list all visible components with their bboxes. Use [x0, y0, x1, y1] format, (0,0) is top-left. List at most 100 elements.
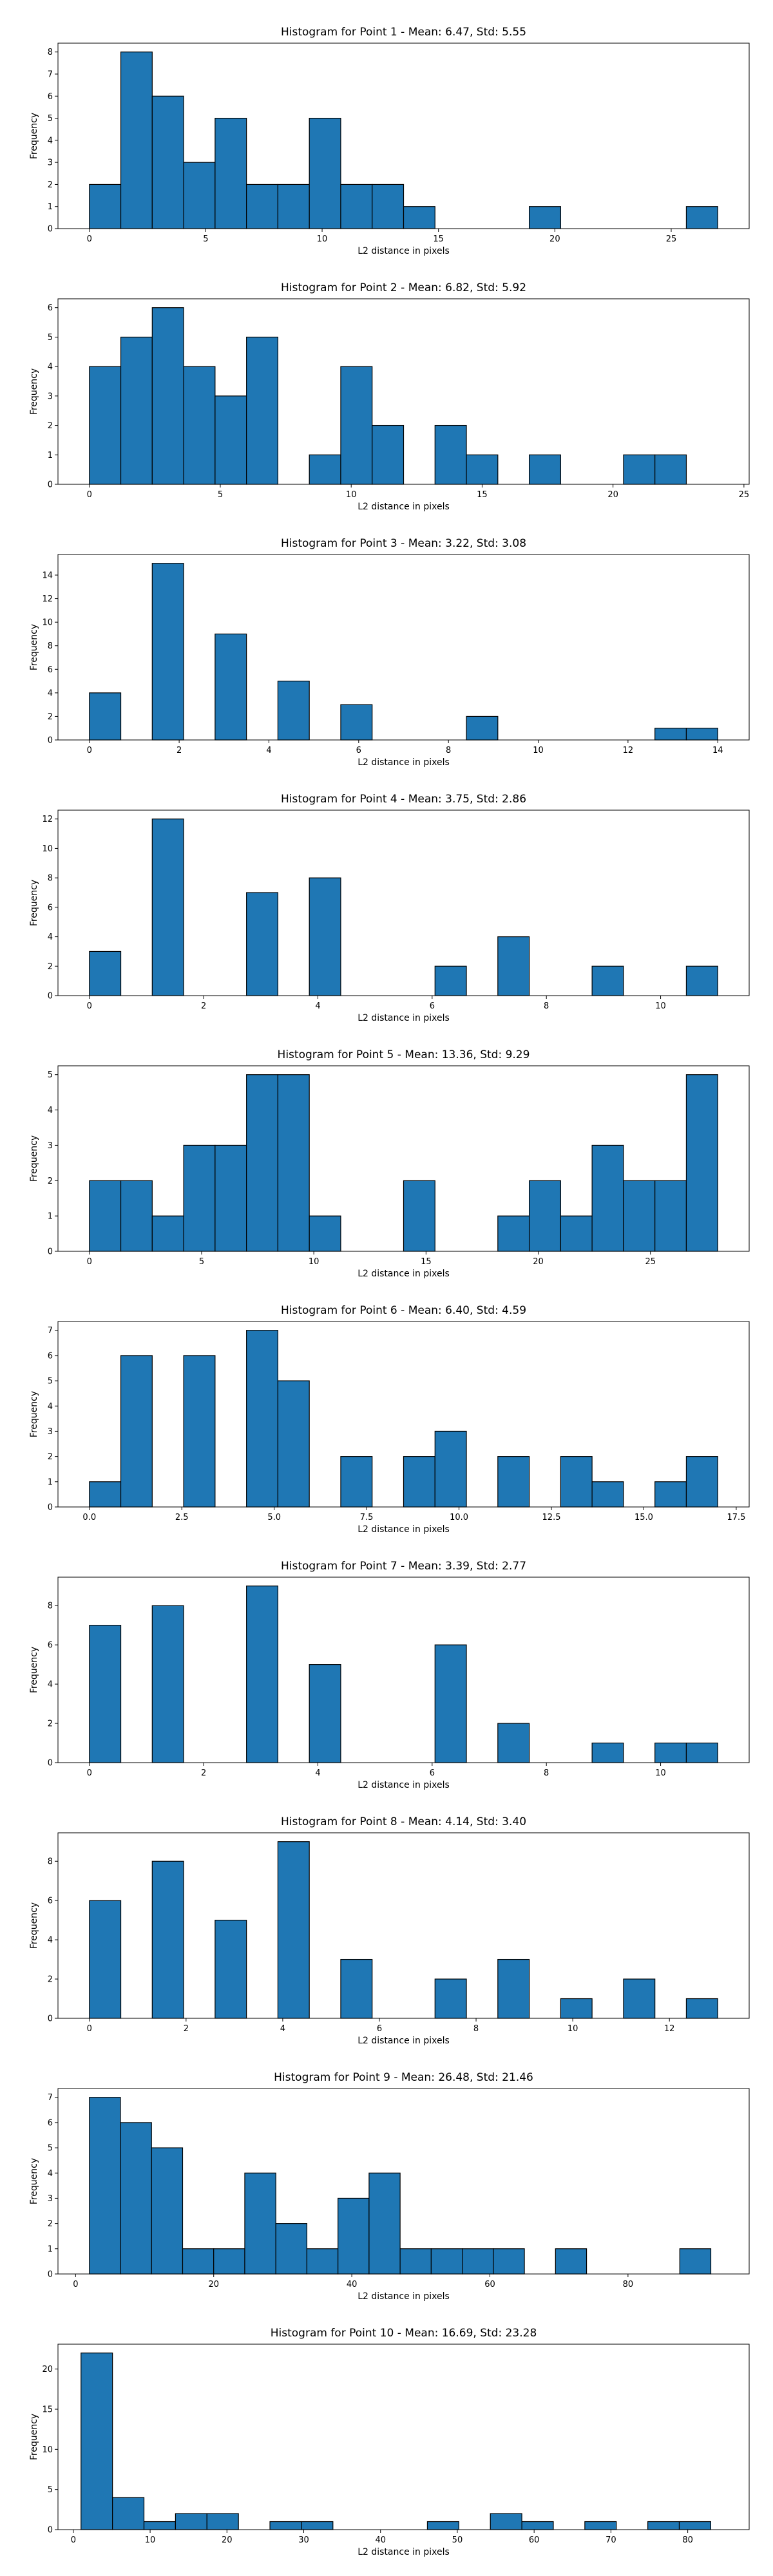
x-tick-label: 2 — [201, 1001, 206, 1011]
x-tick-label: 20 — [533, 1257, 544, 1267]
histogram-bar — [215, 1144, 247, 1252]
x-tick-label: 10 — [309, 1257, 320, 1267]
y-tick-label: 2 — [48, 962, 53, 972]
y-tick-label: 3 — [48, 392, 53, 401]
histogram-bar — [309, 1215, 341, 1252]
histogram-bar — [182, 2248, 215, 2275]
histogram-bar — [246, 184, 279, 229]
y-tick-label: 2 — [48, 1452, 53, 1462]
histogram-bar — [81, 2353, 113, 2530]
y-tick-label: 4 — [48, 1106, 53, 1115]
histogram-bar — [89, 184, 122, 229]
x-tick-label: 20 — [208, 2280, 219, 2289]
x-tick-label: 25 — [645, 1257, 656, 1267]
histogram-bar — [623, 454, 656, 485]
y-tick-label: 10 — [42, 2445, 53, 2455]
x-tick-label: 10 — [655, 1768, 666, 1778]
histogram-bar — [591, 1144, 624, 1252]
histogram-bar — [306, 2248, 339, 2275]
histogram-bar — [434, 424, 467, 485]
histogram-bar — [246, 336, 279, 485]
histogram-bar — [372, 184, 405, 229]
histogram-bar — [654, 454, 687, 485]
x-tick-label: 10.0 — [450, 1513, 468, 1522]
x-tick-label: 0.0 — [82, 1513, 96, 1522]
histogram-panel-8: Histogram for Point 8 - Mean: 4.14, Std:… — [29, 1815, 750, 2046]
x-tick-label: 80 — [623, 2280, 634, 2289]
y-tick-label: 4 — [48, 1402, 53, 1412]
histogram-bar — [151, 95, 184, 229]
histogram-panel-1: Histogram for Point 1 - Mean: 6.47, Std:… — [29, 26, 750, 256]
histogram-bar — [654, 1481, 687, 1508]
y-tick-label: 6 — [48, 1641, 53, 1651]
histogram-bar — [466, 715, 499, 741]
x-axis-label: L2 distance in pixels — [358, 502, 450, 512]
plot-frame — [57, 1832, 750, 2019]
plot-frame — [57, 554, 750, 741]
y-tick-label: 10 — [42, 844, 53, 854]
histogram-bar — [120, 336, 153, 485]
x-tick-label: 5 — [203, 234, 208, 244]
y-tick-label: 1 — [48, 2244, 53, 2254]
histogram-bar — [497, 1456, 530, 1508]
histogram-bar — [151, 2147, 184, 2275]
histogram-bar — [151, 1215, 184, 1252]
histogram-bar — [151, 1861, 184, 2019]
histogram-bar — [685, 1456, 718, 1508]
histogram-bar — [89, 692, 122, 741]
histogram-bar — [340, 184, 373, 229]
histogram-bar — [215, 117, 247, 229]
histogram-bar — [623, 1978, 656, 2019]
x-tick-label: 30 — [298, 2535, 309, 2545]
x-tick-label: 80 — [682, 2535, 693, 2545]
x-tick-label: 25 — [666, 234, 677, 244]
histogram-panel-6: Histogram for Point 6 - Mean: 6.40, Std:… — [29, 1304, 750, 1535]
x-tick-label: 15.0 — [635, 1513, 653, 1522]
histogram-bar — [246, 1074, 279, 1252]
x-tick-label: 7.5 — [360, 1513, 374, 1522]
plot-frame — [57, 2088, 750, 2275]
y-tick-label: 2 — [48, 2219, 53, 2229]
y-tick-label: 6 — [48, 903, 53, 913]
histogram-bar — [183, 1144, 216, 1252]
y-tick-label: 4 — [48, 136, 53, 146]
y-tick-label: 0 — [48, 1503, 53, 1513]
histogram-bar — [269, 2521, 302, 2530]
y-tick-label: 2 — [48, 1719, 53, 1729]
x-tick-label: 20 — [222, 2535, 233, 2545]
histogram-bar — [340, 1456, 373, 1508]
x-axis-label: L2 distance in pixels — [358, 1780, 450, 1790]
histogram-bar — [430, 2248, 463, 2275]
histogram-bar — [340, 1958, 373, 2019]
histogram-bar — [309, 877, 341, 996]
x-tick-label: 10 — [317, 234, 328, 244]
histogram-bar — [151, 307, 184, 485]
histogram-bar — [183, 366, 216, 485]
histogram-bar — [340, 366, 373, 485]
y-tick-label: 0 — [48, 480, 53, 490]
x-tick-label: 10 — [346, 490, 357, 500]
histogram-bar — [654, 1742, 687, 1763]
histogram-bar — [120, 1180, 153, 1252]
x-tick-label: 10 — [568, 2024, 578, 2034]
histogram-bar — [591, 1742, 624, 1763]
y-tick-label: 6 — [48, 303, 53, 313]
x-tick-label: 70 — [606, 2535, 616, 2545]
x-tick-label: 0 — [87, 1001, 92, 1011]
chart-title: Histogram for Point 2 - Mean: 6.82, Std:… — [281, 281, 526, 294]
x-tick-label: 5 — [218, 490, 223, 500]
x-tick-label: 2 — [177, 746, 182, 755]
histogram-bar — [338, 2197, 370, 2275]
histogram-bar — [89, 1481, 122, 1508]
x-tick-label: 5.0 — [267, 1513, 281, 1522]
y-tick-label: 5 — [48, 114, 53, 124]
y-tick-label: 8 — [48, 641, 53, 651]
histogram-bar — [591, 965, 624, 996]
x-tick-label: 0 — [71, 2535, 76, 2545]
x-tick-label: 10 — [655, 1001, 666, 1011]
plot-frame — [57, 810, 750, 996]
x-tick-label: 8 — [544, 1768, 549, 1778]
y-tick-label: 1 — [48, 451, 53, 460]
y-tick-label: 15 — [42, 2405, 53, 2414]
histogram-bar — [309, 117, 341, 229]
